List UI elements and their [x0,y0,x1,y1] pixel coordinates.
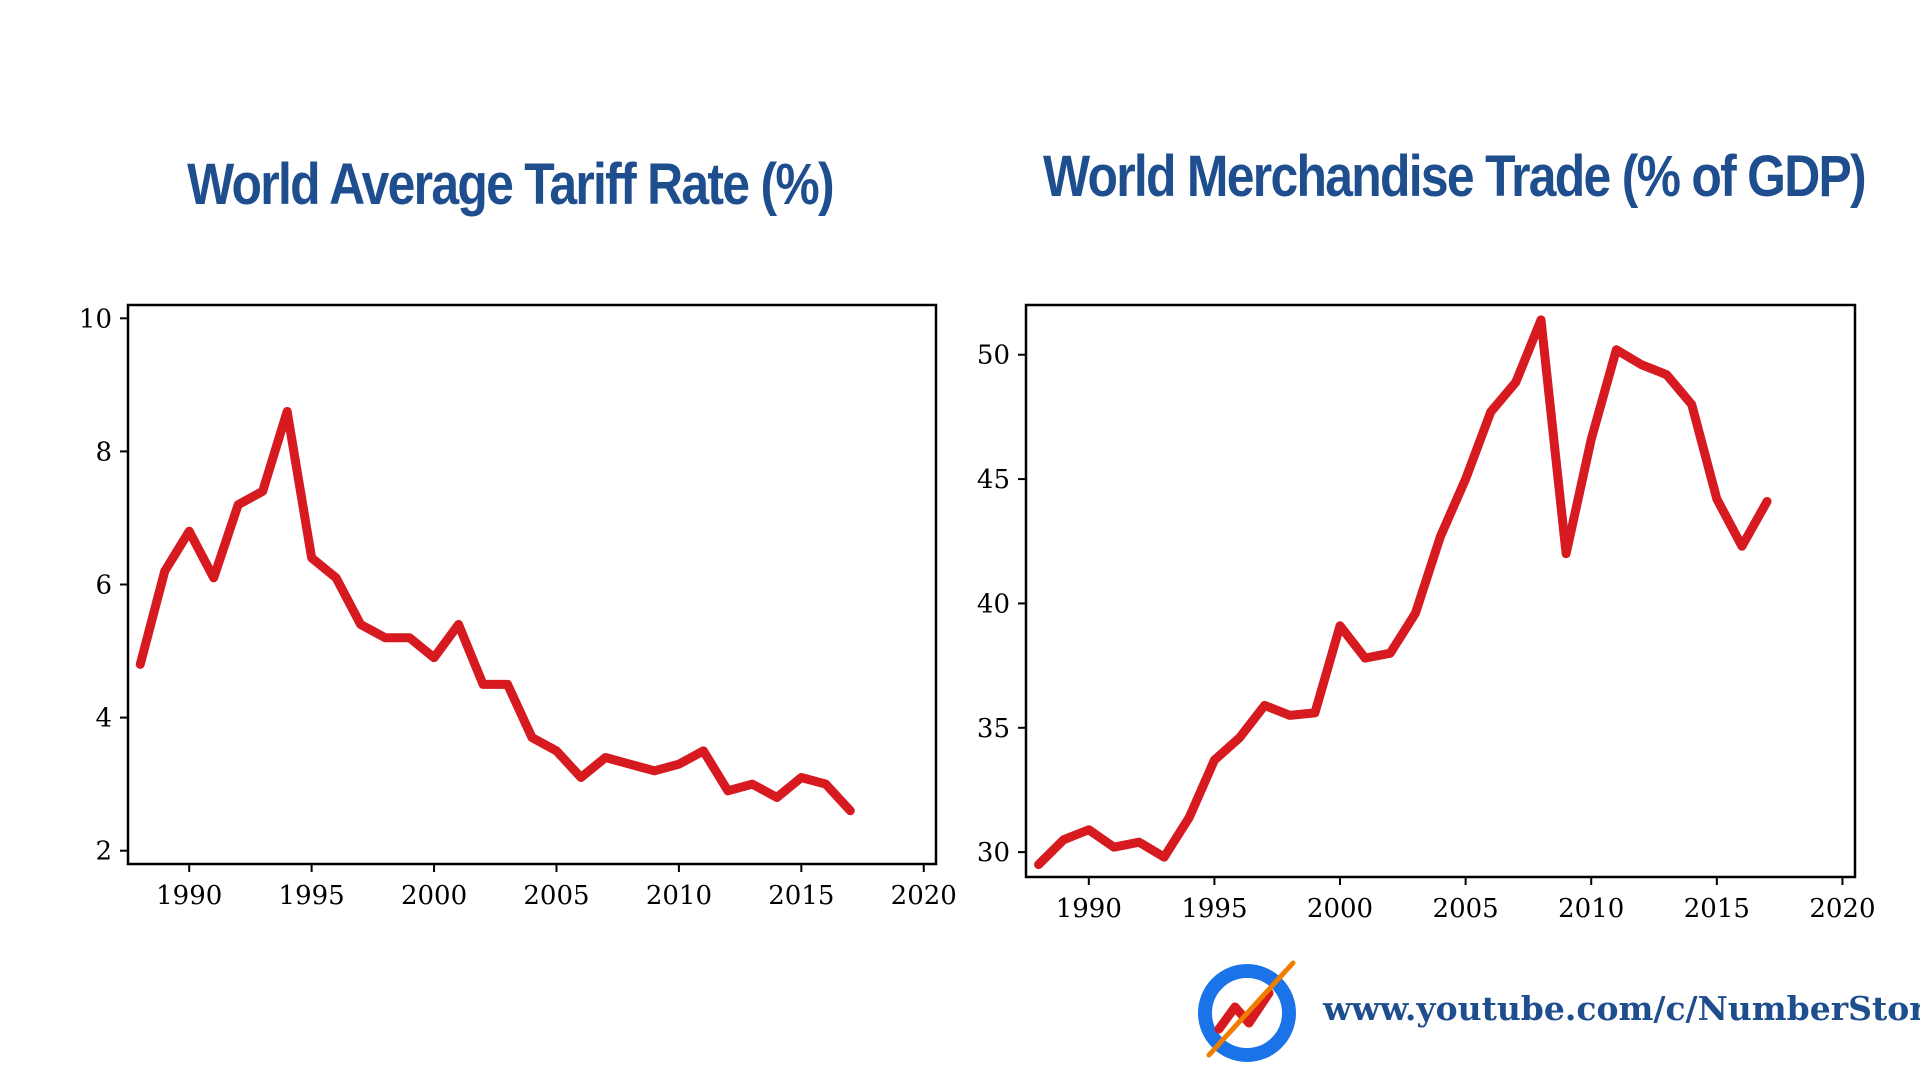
number-story-logo-icon [1198,960,1296,1062]
tariff-x-tick-label: 2020 [891,881,957,911]
tariff-x-tick-label: 2015 [768,881,834,911]
trade-data-point [1440,535,1441,537]
trade-data-point [1213,759,1215,761]
trade-data-point [1465,478,1467,480]
trade-y-tick-label: 40 [977,589,1010,619]
tariff-data-point [555,750,557,752]
tariff-y-tick-label: 8 [95,437,112,467]
trade-data-point [1414,612,1416,614]
tariff-data-point [580,776,582,778]
trade-data-point [1264,704,1266,706]
trade-y-tick-label: 30 [977,838,1010,868]
trade-data-point [1666,374,1668,376]
trade-data-point [1590,438,1592,440]
tariff-data-point [776,796,778,798]
trade-data-point [1113,846,1115,848]
trade-x-tick-label: 2020 [1809,894,1875,924]
tariff-y-tick-label: 6 [95,571,112,601]
channel-footer: www.youtube.com/c/NumberStory [1195,955,1920,1065]
trade-data-point [1540,319,1542,321]
trade-data-point [1716,498,1718,500]
trade-plot-frame [1024,303,1857,879]
tariff-data-point [653,770,655,772]
trade-y-tick-label: 45 [977,465,1010,495]
trade-x-tick-label: 2010 [1558,894,1624,924]
tariff-data-point [825,783,827,785]
tariff-data-point [164,570,166,572]
tariff-data-point [213,577,215,579]
tariff-data-point [409,637,411,639]
trade-x-tick-label: 1990 [1056,894,1122,924]
tariff-data-point [629,763,631,765]
trade-data-point [1314,712,1316,714]
trade-data-point [1640,364,1642,366]
trade-data-point [1766,500,1768,502]
trade-data-point [1565,553,1567,555]
tariff-y-tick-label: 4 [95,704,112,734]
tariff-data-point [139,663,141,665]
tariff-data-point [262,490,264,492]
trade-x-tick-label: 1995 [1181,894,1247,924]
tariff-data-point [237,504,239,506]
trade-data-point [1163,856,1165,858]
tariff-x-tick-label: 1990 [156,881,222,911]
trade-data-point [1490,411,1492,413]
tariff-data-point [360,623,362,625]
trade-x-tick-label: 2015 [1684,894,1750,924]
trade-data-point [1038,864,1040,866]
tariff-series-line [135,406,855,816]
tariff-data-point [678,763,680,765]
tariff-x-tick-label: 1995 [279,881,345,911]
trade-x-tick-label: 2000 [1307,894,1373,924]
tariff-data-point [384,637,386,639]
trade-data-point [1339,625,1341,627]
tariff-data-point [604,757,606,759]
trade-y-tick-label: 35 [977,714,1010,744]
tariff-data-point [482,683,484,685]
tariff-data-point [727,790,729,792]
trade-data-point [1188,816,1190,818]
tariff-data-point [531,737,533,739]
tariff-x-tick-label: 2005 [523,881,589,911]
trade-data-point [1691,403,1693,405]
tariff-y-tick-label: 10 [79,304,112,334]
channel-url[interactable]: www.youtube.com/c/NumberStory [1323,989,1920,1028]
trade-data-point [1364,657,1366,659]
trade-data-point [1063,839,1065,841]
tariff-data-point [849,810,851,812]
trade-series-line [1034,315,1772,870]
trade-data-point [1515,381,1517,383]
tariff-data-point [702,750,704,752]
chart-title-tariff: World Average Tariff Rate (%) [187,152,835,217]
tariff-y-tick-label: 2 [95,837,112,867]
tariff-data-point [751,783,753,785]
trade-data-point [1138,841,1140,843]
trade-data-point [1615,349,1617,351]
tariff-rate-chart: 1990 1995 2000 2005 2010 2015 2020 2 4 6 8 10 [79,303,957,911]
tariff-data-point [458,623,460,625]
chart-title-trade: World Merchandise Trade (% of GDP) [1043,144,1867,209]
tariff-data-point [433,657,435,659]
trade-data-point [1741,545,1743,547]
tariff-x-tick-label: 2000 [401,881,467,911]
tariff-data-point [800,776,802,778]
tariff-x-tick-label: 2010 [646,881,712,911]
trade-x-tick-label: 2005 [1433,894,1499,924]
tariff-data-point [311,557,313,559]
trade-data-point [1088,829,1090,831]
tariff-data-point [286,410,288,412]
trade-y-tick-label: 50 [977,341,1010,371]
tariff-data-point [507,683,509,685]
trade-data-point [1239,737,1241,739]
tariff-data-point [188,530,190,532]
trade-data-point [1289,714,1291,716]
trade-data-point [1389,652,1391,654]
tariff-data-point [335,577,337,579]
